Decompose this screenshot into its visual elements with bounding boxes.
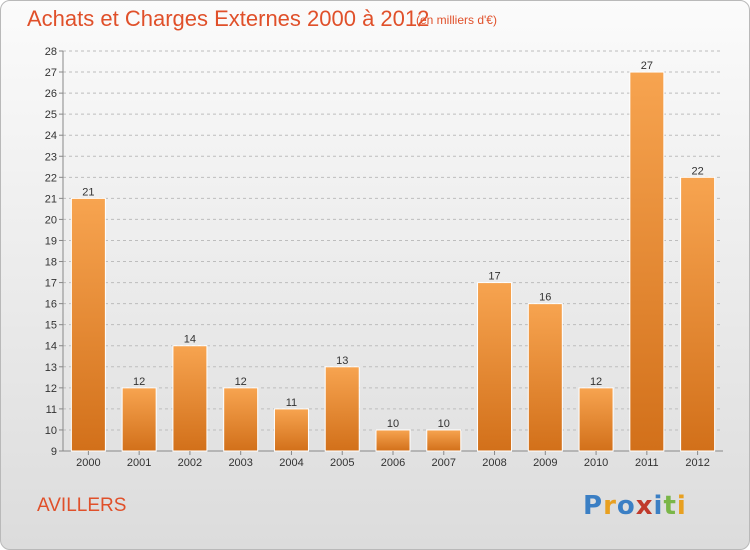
data-label: 12 bbox=[590, 376, 602, 388]
logo-letter: x bbox=[635, 491, 654, 521]
bar bbox=[172, 345, 208, 452]
x-tick-label: 2007 bbox=[432, 457, 456, 469]
x-tick-label: 2008 bbox=[482, 457, 506, 469]
logo-letter: P bbox=[583, 491, 604, 521]
data-label: 14 bbox=[184, 334, 196, 346]
data-label: 16 bbox=[539, 292, 551, 304]
x-tick-label: 2011 bbox=[635, 457, 659, 469]
y-tick-label: 11 bbox=[46, 404, 57, 416]
bar bbox=[578, 387, 614, 452]
bar bbox=[273, 408, 309, 452]
y-tick-label: 24 bbox=[45, 130, 57, 142]
y-tick-label: 16 bbox=[45, 299, 57, 311]
y-tick-label: 13 bbox=[45, 362, 57, 374]
chart-subtitle: (en milliers d'€) bbox=[416, 13, 497, 27]
bar bbox=[426, 429, 462, 452]
x-tick-label: 2002 bbox=[178, 457, 202, 469]
y-tick-label: 14 bbox=[45, 341, 57, 353]
data-label: 27 bbox=[641, 60, 653, 72]
data-label: 10 bbox=[438, 418, 450, 430]
x-tick-label: 2012 bbox=[685, 457, 709, 469]
y-tick-label: 26 bbox=[45, 88, 57, 100]
data-label: 10 bbox=[387, 418, 399, 430]
y-tick-label: 23 bbox=[45, 151, 57, 163]
bar bbox=[121, 387, 157, 452]
proxiti-logo: Proxiti bbox=[583, 491, 687, 521]
data-label: 11 bbox=[286, 397, 297, 409]
data-label: 12 bbox=[235, 376, 247, 388]
data-label: 21 bbox=[82, 186, 94, 198]
logo-letter: i bbox=[676, 491, 687, 521]
data-label: 17 bbox=[488, 271, 500, 283]
bar bbox=[375, 429, 411, 452]
bar bbox=[70, 197, 106, 452]
bar bbox=[223, 387, 259, 452]
y-tick-label: 19 bbox=[45, 235, 57, 247]
bar bbox=[527, 303, 563, 452]
y-tick-label: 9 bbox=[51, 446, 57, 458]
x-tick-label: 2003 bbox=[228, 457, 252, 469]
y-tick-label: 10 bbox=[45, 425, 57, 437]
y-tick-label: 17 bbox=[45, 278, 57, 290]
y-tick-label: 22 bbox=[45, 172, 57, 184]
x-tick-label: 2009 bbox=[533, 457, 557, 469]
y-tick-label: 12 bbox=[45, 383, 57, 395]
y-tick-label: 15 bbox=[45, 320, 57, 332]
y-tick-label: 27 bbox=[45, 67, 57, 79]
data-label: 12 bbox=[133, 376, 145, 388]
x-tick-label: 2000 bbox=[76, 457, 100, 469]
x-tick-label: 2001 bbox=[127, 457, 151, 469]
commune-name: AVILLERS bbox=[37, 495, 127, 516]
logo-letter: t bbox=[663, 491, 677, 521]
x-tick-label: 2006 bbox=[381, 457, 405, 469]
y-tick-label: 28 bbox=[45, 46, 57, 58]
x-tick-label: 2005 bbox=[330, 457, 354, 469]
logo-letter: i bbox=[653, 491, 664, 521]
logo-letter: r bbox=[603, 491, 617, 521]
data-label: 22 bbox=[691, 165, 703, 177]
y-tick-label: 21 bbox=[45, 193, 57, 205]
x-tick-label: 2010 bbox=[584, 457, 608, 469]
logo-letter: o bbox=[616, 491, 636, 521]
y-tick-label: 20 bbox=[45, 214, 57, 226]
x-tick-label: 2004 bbox=[279, 457, 303, 469]
bar bbox=[477, 282, 513, 452]
data-label: 13 bbox=[336, 355, 348, 367]
bar bbox=[629, 71, 665, 452]
chart-title: Achats et Charges Externes 2000 à 2012 bbox=[27, 6, 430, 31]
y-tick-label: 25 bbox=[45, 109, 57, 121]
y-tick-label: 18 bbox=[45, 257, 57, 269]
bar bbox=[680, 176, 716, 452]
bar bbox=[324, 366, 360, 452]
